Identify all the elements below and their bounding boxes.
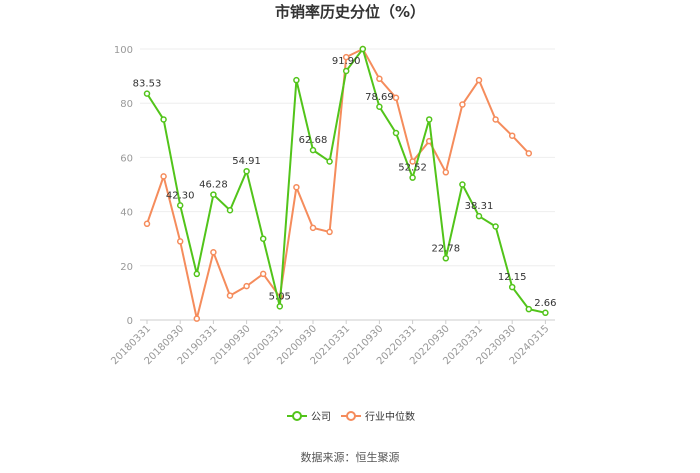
data-point[interactable]	[210, 249, 217, 256]
data-point[interactable]	[176, 202, 184, 209]
data-point[interactable]	[293, 183, 300, 191]
data-point[interactable]	[226, 292, 234, 299]
data-point[interactable]	[243, 167, 250, 175]
data-point[interactable]	[259, 270, 267, 278]
y-tick-label: 60	[120, 153, 133, 164]
data-point[interactable]	[525, 305, 533, 313]
data-label: 83.53	[133, 79, 162, 90]
x-axis-ticks: 2018033120180930201903312019093020200331…	[109, 320, 552, 367]
data-label: 91.90	[332, 56, 361, 67]
legend[interactable]: 公司 行业中位数	[287, 410, 415, 423]
data-point[interactable]	[392, 129, 400, 137]
data-point[interactable]	[475, 212, 483, 220]
data-labels: 83.53 42.30 46.28 54.91 5.05 62.68 91.90 78.69 5…	[133, 56, 557, 309]
data-label: 38.31	[465, 201, 494, 212]
data-point[interactable]	[143, 220, 151, 228]
chart-title: 市销率历史分位（%）	[275, 3, 425, 21]
data-point[interactable]	[376, 103, 383, 111]
data-point[interactable]	[409, 174, 416, 181]
data-point[interactable]	[259, 235, 267, 242]
data-label: 54.91	[232, 156, 261, 167]
grid	[140, 48, 555, 267]
data-label: 52.52	[398, 163, 427, 174]
legend-label-industry-median: 行业中位数	[365, 410, 415, 423]
legend-item-company[interactable]: 公司	[287, 411, 331, 423]
series-layer	[143, 45, 549, 322]
data-point[interactable]	[442, 169, 450, 176]
data-label: 22.78	[431, 243, 460, 254]
data-point[interactable]	[392, 94, 400, 102]
data-point[interactable]	[193, 315, 201, 322]
data-point[interactable]	[475, 76, 483, 84]
data-point[interactable]	[376, 75, 383, 83]
data-point[interactable]	[193, 270, 201, 278]
data-point[interactable]	[492, 223, 499, 230]
data-point[interactable]	[459, 101, 466, 108]
data-point[interactable]	[160, 116, 167, 123]
data-point[interactable]	[508, 283, 516, 291]
data-point[interactable]	[508, 132, 516, 139]
y-axis-ticks: 0 20 40 60 80 100	[114, 45, 133, 327]
y-tick-label: 100	[114, 45, 133, 56]
data-point[interactable]	[309, 224, 317, 232]
y-tick-label: 20	[120, 262, 133, 273]
series-0	[143, 45, 549, 317]
data-label: 46.28	[199, 180, 228, 191]
data-point[interactable]	[492, 116, 499, 123]
data-point[interactable]	[409, 158, 416, 165]
legend-item-industry-median[interactable]: 行业中位数	[341, 410, 415, 423]
y-tick-label: 0	[127, 316, 133, 327]
data-label: 62.68	[299, 135, 328, 146]
data-point[interactable]	[276, 303, 284, 310]
data-point[interactable]	[309, 146, 317, 154]
data-point[interactable]	[326, 228, 333, 236]
data-point[interactable]	[143, 90, 151, 97]
data-point[interactable]	[342, 67, 350, 75]
data-point[interactable]	[176, 238, 184, 245]
data-label: 12.15	[498, 272, 527, 283]
y-tick-label: 80	[120, 99, 133, 110]
data-label: 78.69	[365, 92, 394, 103]
data-source: 数据来源：恒生聚源	[301, 450, 400, 464]
series-1	[143, 45, 533, 322]
data-point[interactable]	[293, 76, 300, 84]
data-label: 42.30	[166, 190, 195, 201]
legend-label-company: 公司	[311, 412, 331, 423]
data-point[interactable]	[459, 181, 466, 188]
data-point[interactable]	[425, 116, 433, 123]
data-point[interactable]	[442, 255, 450, 262]
data-point[interactable]	[342, 53, 350, 61]
legend-marker-company	[292, 411, 302, 421]
series-line-1	[146, 48, 530, 320]
data-label: 2.66	[534, 298, 556, 309]
data-point[interactable]	[359, 45, 367, 53]
legend-marker-industry-median	[346, 411, 356, 421]
data-point[interactable]	[210, 191, 217, 198]
data-point[interactable]	[160, 173, 167, 180]
data-point[interactable]	[525, 150, 533, 157]
data-point[interactable]	[542, 309, 549, 317]
data-label: 5.05	[269, 291, 291, 302]
data-point[interactable]	[226, 206, 234, 214]
data-point[interactable]	[326, 158, 333, 165]
data-point[interactable]	[243, 282, 250, 290]
y-tick-label: 40	[120, 208, 133, 219]
